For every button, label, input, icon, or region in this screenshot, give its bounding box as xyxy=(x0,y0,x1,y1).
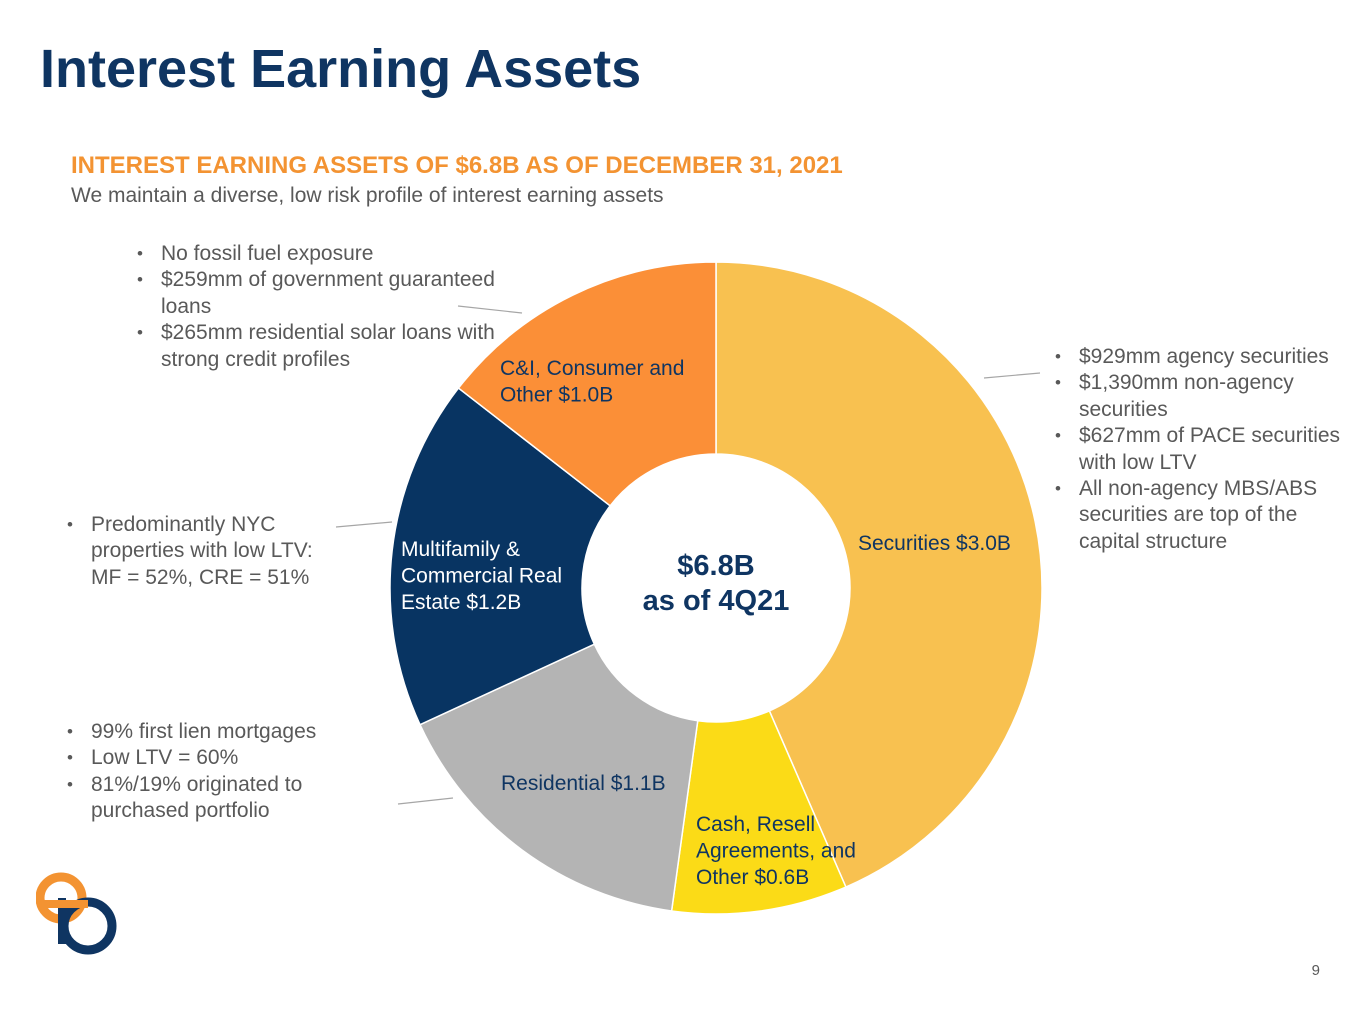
residential-notes: 99% first lien mortgages Low LTV = 60% 8… xyxy=(67,719,357,825)
slice-label-2: Residential $1.1B xyxy=(501,772,666,795)
multifamily-note-item: Predominantly NYC properties with low LT… xyxy=(67,512,347,591)
company-logo xyxy=(36,872,117,955)
page-title: Interest Earning Assets xyxy=(40,39,642,99)
slice-label-line: Securities $3.0B xyxy=(858,532,1011,555)
ci-note-item: $259mm of government guaranteed loans xyxy=(137,267,497,320)
center-value: $6.8B xyxy=(677,550,754,582)
residential-note-item: 99% first lien mortgages xyxy=(67,719,357,746)
donut-slice-0 xyxy=(715,261,1043,888)
slice-label-0: Securities $3.0B xyxy=(858,532,1011,555)
section-tagline: We maintain a diverse, low risk profile … xyxy=(71,184,664,207)
page-number: 9 xyxy=(1311,962,1320,979)
securities-leader-line xyxy=(983,372,1041,379)
slice-label-line: Multifamily & xyxy=(401,538,520,561)
slice-label-line: Commercial Real xyxy=(401,565,562,588)
slice-label-line: Other $1.0B xyxy=(500,384,613,407)
slice-label-line: Estate $1.2B xyxy=(401,591,521,614)
slice-label-4: C&I, Consumer and Other $1.0B xyxy=(500,357,684,407)
slice-label-line: Other $0.6B xyxy=(696,866,809,889)
residential-note-item: 81%/19% originated to purchased portfoli… xyxy=(67,772,357,825)
donut-slice-4 xyxy=(457,261,717,507)
slice-label-1: Cash, Resell Agreements, and Other $0.6B xyxy=(696,813,856,889)
residential-note-item: Low LTV = 60% xyxy=(67,745,357,772)
donut-slice-3 xyxy=(389,387,612,726)
securities-note-item: All non-agency MBS/ABS securities are to… xyxy=(1055,476,1355,555)
ci-notes: No fossil fuel exposure $259mm of govern… xyxy=(137,241,497,373)
multifamily-leader-line xyxy=(335,521,393,528)
securities-notes: $929mm agency securities $1,390mm non-ag… xyxy=(1055,344,1355,555)
ci-note-item: No fossil fuel exposure xyxy=(137,241,497,268)
securities-note-item: $627mm of PACE securities with low LTV xyxy=(1055,423,1355,476)
slice-label-line: Cash, Resell xyxy=(696,813,815,836)
slice-label-line: C&I, Consumer and xyxy=(500,357,684,380)
ci-leader-line xyxy=(457,305,523,314)
slice-label-line: Residential $1.1B xyxy=(501,772,666,795)
center-period: as of 4Q21 xyxy=(643,585,790,617)
slice-label-3: Multifamily & Commercial Real Estate $1.2B xyxy=(401,538,562,614)
securities-note-item: $1,390mm non-agency securities xyxy=(1055,370,1355,423)
ci-note-item: $265mm residential solar loans with stro… xyxy=(137,320,497,373)
slice-label-line: Agreements, and xyxy=(696,840,856,863)
multifamily-notes: Predominantly NYC properties with low LT… xyxy=(67,512,347,591)
residential-leader-line xyxy=(397,797,454,805)
section-subtitle: INTEREST EARNING ASSETS OF $6.8B AS OF D… xyxy=(71,152,843,179)
donut-slice-2 xyxy=(419,643,699,912)
securities-note-item: $929mm agency securities xyxy=(1055,344,1355,371)
